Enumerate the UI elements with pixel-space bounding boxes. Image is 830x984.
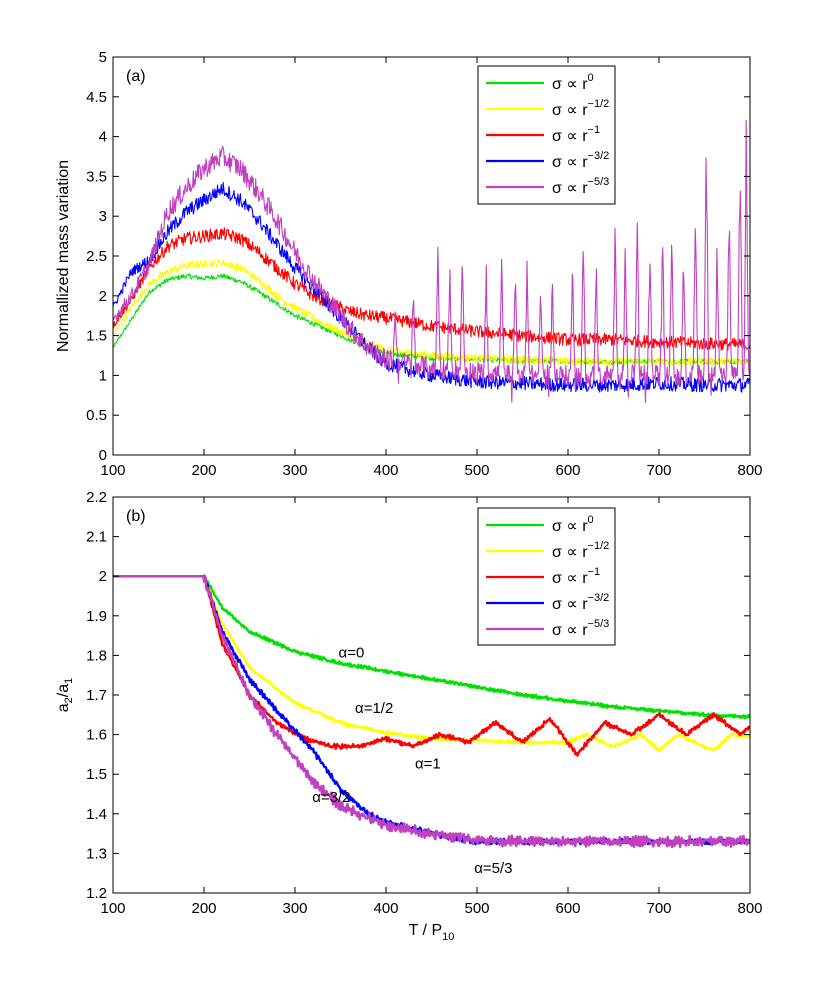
- x-tick-label: 700: [646, 900, 671, 917]
- y-tick-label: 0: [99, 447, 107, 464]
- y-tick-label: 1.8: [86, 647, 107, 664]
- x-tick-label: 100: [100, 900, 125, 917]
- panel-b: 100 200 300 400 500 600 700 800 1.2 1.3 1.4 1.5 1.6 1…: [55, 489, 763, 943]
- y-tick-label: 2: [99, 568, 107, 585]
- y-tick-label: 1.2: [86, 885, 107, 902]
- y-axis-label: a2/a1: [55, 678, 75, 713]
- panel-label: (b): [126, 508, 146, 525]
- x-tick-label: 600: [555, 900, 580, 917]
- series-line-2: [113, 574, 750, 757]
- y-tick-label: 1.3: [86, 845, 107, 862]
- y-tick-label: 1.6: [86, 727, 107, 744]
- legend: σ ∝ r0σ ∝ r−1/2σ ∝ r−1σ ∝ r−3/2σ ∝ r−5/3: [477, 507, 616, 646]
- x-tick-label: 600: [555, 462, 580, 479]
- legend-entry: σ ∝ r0: [552, 72, 594, 93]
- plot-area: [113, 57, 750, 455]
- x-tick-label: 100: [100, 462, 125, 479]
- x-tick-label: 800: [737, 900, 762, 917]
- curve-annotation: α=5/3: [474, 860, 512, 877]
- y-tick-label: 1.4: [86, 806, 107, 823]
- x-tick-label: 400: [373, 900, 398, 917]
- curve-annotation: α=3/2: [312, 789, 350, 806]
- y-tick-label: 2.5: [86, 248, 107, 265]
- series-line-1: [113, 258, 750, 367]
- series-line-4: [113, 574, 750, 849]
- legend: σ ∝ r0σ ∝ r−1/2σ ∝ r−1σ ∝ r−3/2σ ∝ r−5/3: [477, 65, 616, 205]
- y-tick-label: 2.1: [86, 529, 107, 546]
- x-tick-label: 500: [464, 900, 489, 917]
- y-tick-label: 3: [99, 208, 107, 225]
- panel-a: 100 200 300 400 500 600 700 800 0 0.5 1 1.5 2 2.5 3 3.5…: [55, 49, 763, 479]
- y-tick-label: 4: [99, 129, 107, 146]
- y-tick-label: 1.9: [86, 608, 107, 625]
- series-group: [113, 119, 750, 404]
- y-tick-label: 3.5: [86, 168, 107, 185]
- series-line-0: [113, 574, 750, 720]
- curve-annotation: α=0: [339, 644, 365, 661]
- x-tick-label: 800: [737, 462, 762, 479]
- panel-label: (a): [126, 68, 146, 85]
- series-line-4: [113, 119, 750, 404]
- x-tick-label: 300: [282, 462, 307, 479]
- curve-annotation: α=1/2: [355, 700, 393, 717]
- x-axis-label: T / P10: [409, 922, 455, 943]
- series-line-3: [113, 182, 750, 393]
- plot-area: [113, 497, 750, 893]
- y-tick-label: 1.5: [86, 328, 107, 345]
- x-tick-label: 700: [646, 462, 671, 479]
- y-tick-label: 4.5: [86, 89, 107, 106]
- series-group: [113, 574, 750, 849]
- y-tick-label: 0.5: [86, 407, 107, 424]
- series-line-2: [113, 227, 750, 352]
- y-axis-label: Normallized mass variation: [55, 160, 72, 352]
- y-tick-label: 1.5: [86, 766, 107, 783]
- y-tick-label: 1.7: [86, 687, 107, 704]
- x-tick-label: 400: [373, 462, 398, 479]
- curve-annotation: α=1: [415, 755, 441, 772]
- y-tick-label: 2: [99, 288, 107, 305]
- x-tick-label: 200: [191, 462, 216, 479]
- y-tick-label: 2.2: [86, 489, 107, 506]
- x-tick-label: 500: [464, 462, 489, 479]
- x-tick-label: 300: [282, 900, 307, 917]
- y-tick-label: 5: [99, 49, 107, 66]
- x-tick-label: 200: [191, 900, 216, 917]
- y-tick-label: 1: [99, 367, 107, 384]
- legend-entry: σ ∝ r0: [552, 514, 594, 535]
